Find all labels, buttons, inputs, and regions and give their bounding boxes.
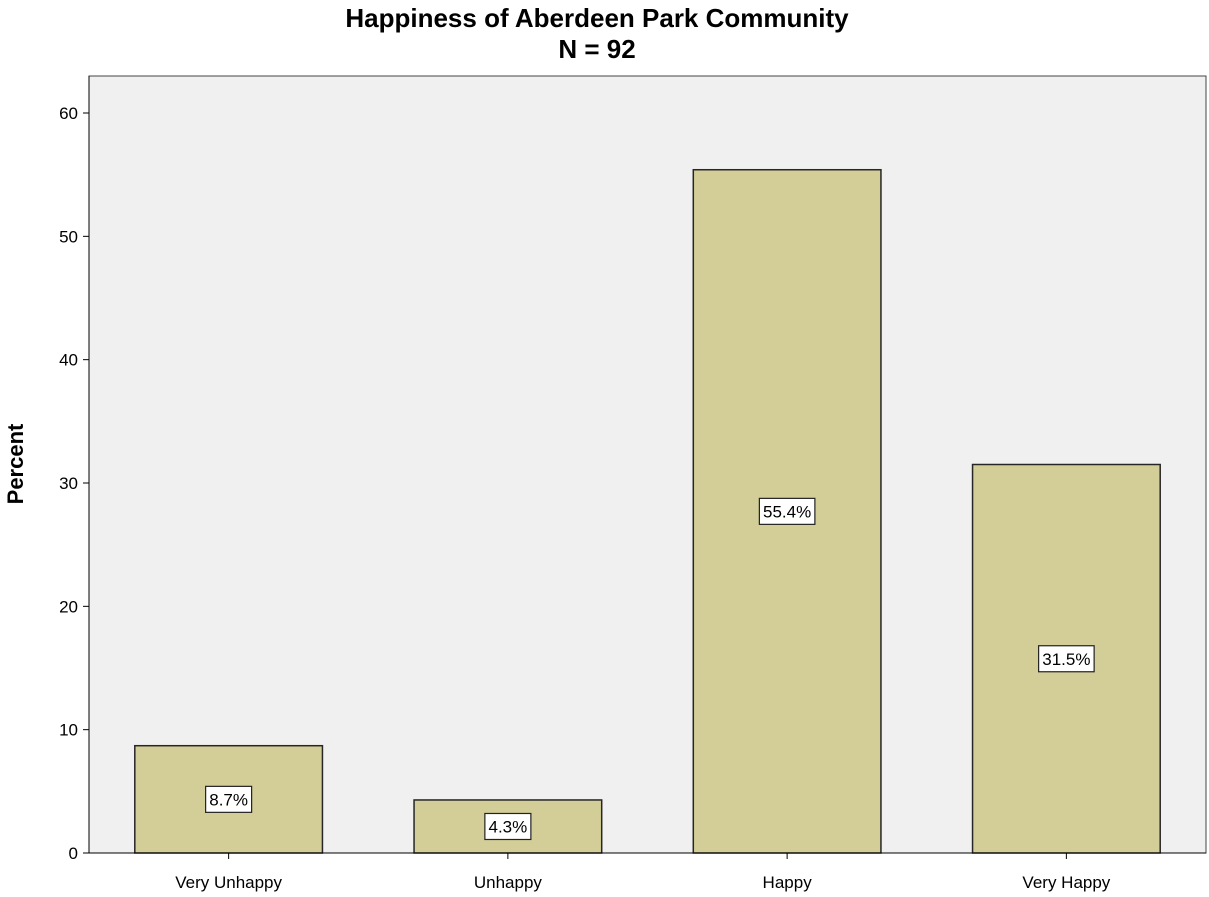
data-label: 4.3%	[489, 817, 528, 836]
x-tick-label: Very Happy	[1022, 873, 1110, 892]
x-tick-label: Unhappy	[474, 873, 543, 892]
y-tick-label: 10	[59, 721, 78, 740]
x-tick-label: Happy	[763, 873, 813, 892]
y-tick-label: 60	[59, 104, 78, 123]
y-tick-label: 0	[69, 844, 78, 863]
y-tick-label: 20	[59, 597, 78, 616]
y-axis-label: Percent	[3, 423, 28, 504]
y-tick-label: 30	[59, 474, 78, 493]
x-tick-label: Very Unhappy	[175, 873, 282, 892]
bars: 8.7% 4.3% 55.4% 31.5%	[134, 168, 1161, 854]
data-label: 55.4%	[763, 502, 811, 521]
chart-subtitle: N = 92	[558, 34, 635, 64]
data-label: 8.7%	[209, 790, 248, 809]
y-axis: 0 10 20 30 40 50 60	[59, 76, 90, 863]
data-label-box	[484, 812, 532, 841]
y-tick-label: 50	[59, 227, 78, 246]
data-label-box	[758, 497, 816, 525]
data-label-box	[1038, 645, 1095, 673]
data-label: 31.5%	[1042, 650, 1090, 669]
y-tick-label: 40	[59, 351, 78, 370]
data-label-box	[205, 785, 253, 813]
x-axis: Very Unhappy Unhappy Happy Very Happy	[89, 852, 1206, 892]
chart-title: Happiness of Aberdeen Park Community	[345, 3, 849, 33]
